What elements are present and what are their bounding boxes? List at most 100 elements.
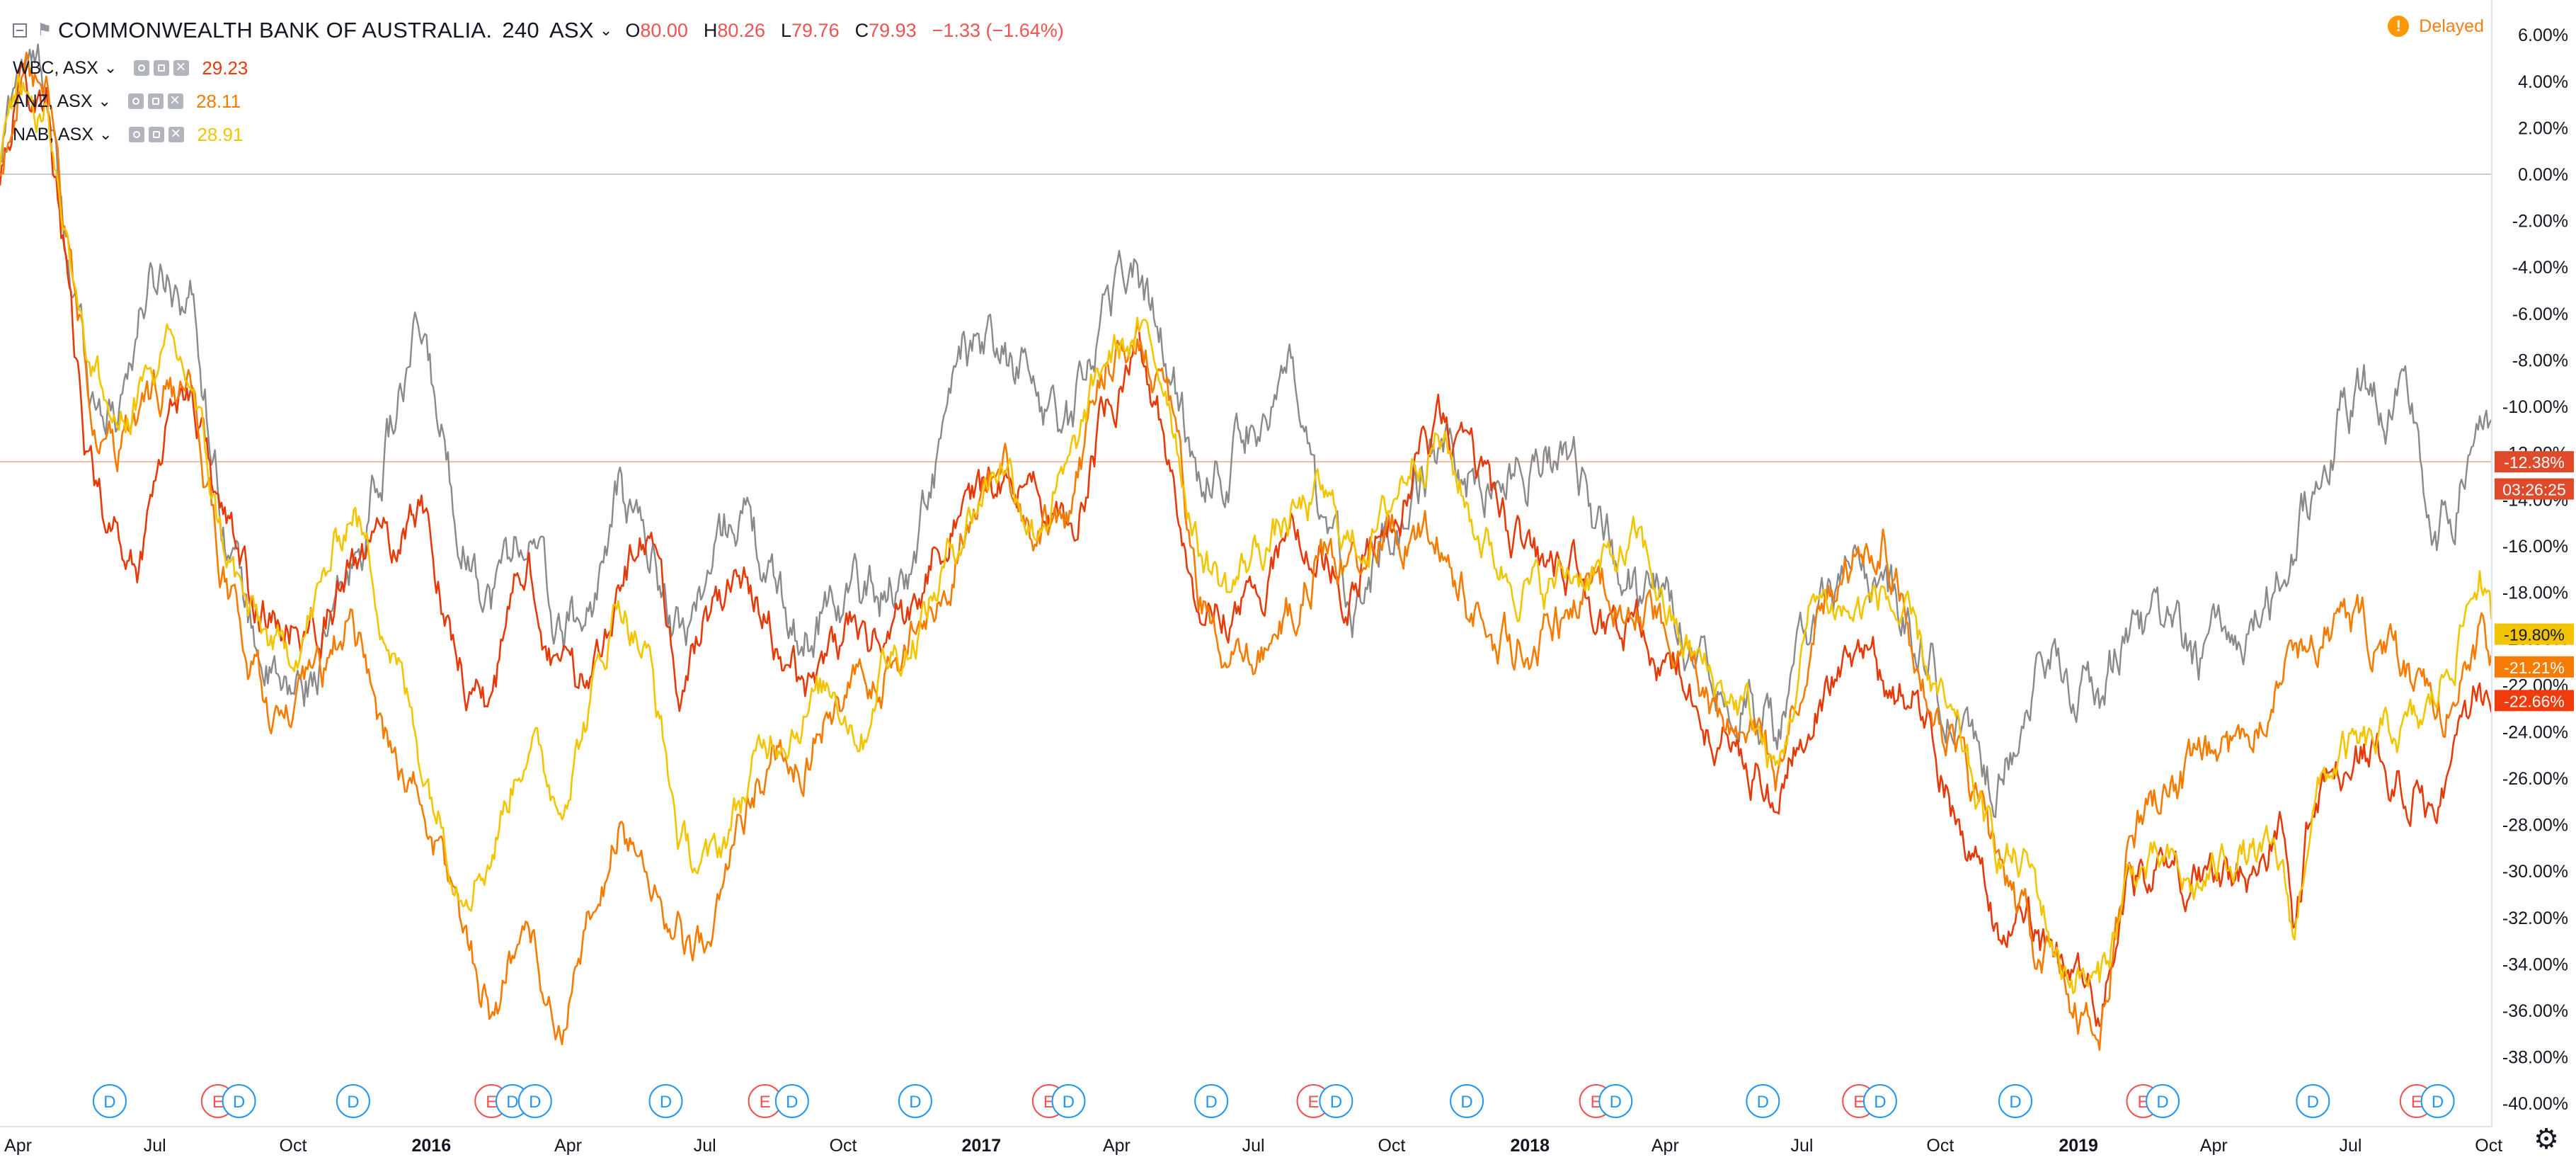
series-line-wbc — [0, 62, 2492, 1027]
x-tick-label: Apr — [1651, 1136, 1679, 1156]
y-tick-label: -32.00% — [2502, 908, 2568, 928]
series-layer — [0, 43, 2492, 1051]
legend: ⚑ COMMONWEALTH BANK OF AUSTRALIA. 240 AS… — [13, 10, 1064, 151]
dividend-marker-label: D — [2307, 1093, 2319, 1112]
dividend-marker-label: D — [1063, 1093, 1075, 1112]
delayed-badge[interactable]: ! Delayed — [2388, 16, 2484, 37]
main-symbol-title[interactable]: COMMONWEALTH BANK OF AUSTRALIA. — [58, 18, 493, 42]
eye-icon[interactable] — [134, 59, 150, 76]
price-label-bg — [2495, 623, 2574, 645]
close-icon[interactable] — [167, 89, 183, 112]
price-label: -21.21% — [2504, 659, 2565, 677]
x-tick-label: 2016 — [411, 1136, 451, 1156]
y-tick-label: -16.00% — [2502, 537, 2568, 557]
gear-icon[interactable]: ⚙ — [2534, 1124, 2559, 1155]
x-tick-label: Jul — [1791, 1136, 1814, 1156]
y-tick-label: -28.00% — [2502, 816, 2568, 836]
settings-icon[interactable] — [147, 93, 164, 109]
x-tick-label: Apr — [1103, 1136, 1130, 1156]
price-label: 03:26:25 — [2502, 481, 2566, 499]
dividend-marker — [1051, 1084, 1086, 1118]
eye-icon[interactable] — [129, 126, 145, 142]
y-tick-label: -8.00% — [2512, 351, 2568, 370]
dividend-marker-label: D — [909, 1093, 921, 1112]
legend-symbol-anz[interactable]: ANZ, ASX — [13, 91, 93, 111]
x-tick-label: 2019 — [2059, 1136, 2098, 1156]
price-label-bg — [2495, 690, 2574, 712]
earnings-marker-label: E — [486, 1093, 497, 1112]
flag-icon[interactable]: ⚑ — [37, 21, 52, 40]
series-line-nab — [0, 73, 2492, 995]
legend-row-anz[interactable]: ANZ, ASX ⌄ 28.11 — [13, 84, 1064, 118]
legend-symbol-wbc[interactable]: WBC, ASX — [13, 57, 98, 78]
ohlc-open-value: 80.00 — [640, 20, 688, 41]
close-icon[interactable] — [168, 123, 185, 145]
chevron-down-icon[interactable]: ⌄ — [599, 21, 613, 39]
ohlc-close-key: C — [854, 20, 869, 41]
earnings-marker-label: E — [1308, 1093, 1320, 1112]
dividend-marker — [1194, 1084, 1229, 1118]
x-tick-label: Oct — [1378, 1136, 1405, 1156]
dividend-marker — [222, 1084, 256, 1118]
dividend-marker-label: D — [233, 1093, 245, 1112]
x-tick-label: Jul — [144, 1136, 166, 1156]
y-tick-label: 6.00% — [2518, 25, 2568, 45]
ohlc-high: H80.26 — [704, 19, 765, 42]
chevron-down-icon[interactable]: ⌄ — [98, 125, 113, 143]
legend-row-wbc[interactable]: WBC, ASX ⌄ 29.23 — [13, 51, 1064, 84]
settings-icon[interactable] — [149, 126, 165, 142]
y-tick-label: -6.00% — [2512, 304, 2568, 324]
y-tick-label: 4.00% — [2518, 72, 2568, 92]
y-tick-label: -10.00% — [2502, 397, 2568, 417]
y-tick-label: -30.00% — [2502, 862, 2568, 882]
y-tick-label: -36.00% — [2502, 1001, 2568, 1021]
ohlc-open: O80.00 — [625, 19, 688, 42]
dividend-marker — [1746, 1084, 1780, 1118]
dividend-marker — [2296, 1084, 2330, 1118]
main-symbol-row[interactable]: ⚑ COMMONWEALTH BANK OF AUSTRALIA. 240 AS… — [13, 10, 1064, 51]
x-tick-label: Jul — [1242, 1136, 1265, 1156]
dividend-marker-label: D — [1874, 1093, 1886, 1112]
earnings-marker-label: E — [2137, 1093, 2148, 1112]
legend-symbol-nab[interactable]: NAB, ASX — [13, 124, 93, 144]
legend-value-nab: 28.91 — [197, 123, 244, 145]
y-tick-label: -38.00% — [2502, 1048, 2568, 1068]
chevron-down-icon[interactable]: ⌄ — [98, 91, 111, 110]
legend-row-nab[interactable]: NAB, ASX ⌄ 28.91 — [13, 118, 1064, 151]
ohlc-open-key: O — [625, 20, 641, 41]
x-tick-label: 2018 — [1510, 1136, 1550, 1156]
exchange-label[interactable]: ASX — [549, 18, 594, 42]
earnings-marker-label: E — [2411, 1093, 2422, 1112]
x-tick-label: Apr — [554, 1136, 582, 1156]
price-label-bg — [2495, 656, 2574, 678]
dividend-marker-label: D — [2156, 1093, 2168, 1112]
dividend-marker — [2146, 1084, 2180, 1118]
legend-value-wbc: 29.23 — [202, 57, 248, 79]
dividend-marker — [517, 1084, 552, 1118]
dividend-marker — [774, 1084, 809, 1118]
dividend-marker-label: D — [506, 1093, 518, 1112]
x-tick-label: Apr — [2200, 1136, 2228, 1156]
legend-value-anz: 28.11 — [195, 90, 241, 112]
series-line-cba — [0, 43, 2492, 819]
chevron-down-icon[interactable]: ⌄ — [103, 58, 118, 76]
dividend-marker-label: D — [1610, 1093, 1622, 1112]
close-icon[interactable] — [173, 56, 190, 79]
collapse-legend-icon[interactable] — [13, 23, 27, 38]
dividend-marker-label: D — [529, 1093, 541, 1112]
dividend-marker — [336, 1084, 370, 1118]
ohlc-close: C79.93 — [855, 19, 917, 42]
price-label-bg — [2495, 478, 2574, 500]
ohlc-low-key: L — [780, 20, 792, 41]
y-tick-label: -4.00% — [2512, 258, 2568, 278]
delayed-label: Delayed — [2419, 16, 2484, 36]
interval-label[interactable]: 240 — [502, 18, 539, 42]
eye-icon[interactable] — [127, 93, 144, 109]
y-tick-label: -24.00% — [2502, 722, 2568, 742]
dividend-marker-label: D — [2009, 1093, 2021, 1112]
ohlc-low-value: 79.76 — [791, 20, 840, 41]
settings-icon[interactable] — [154, 59, 170, 76]
dividend-marker-label: D — [1460, 1093, 1472, 1112]
